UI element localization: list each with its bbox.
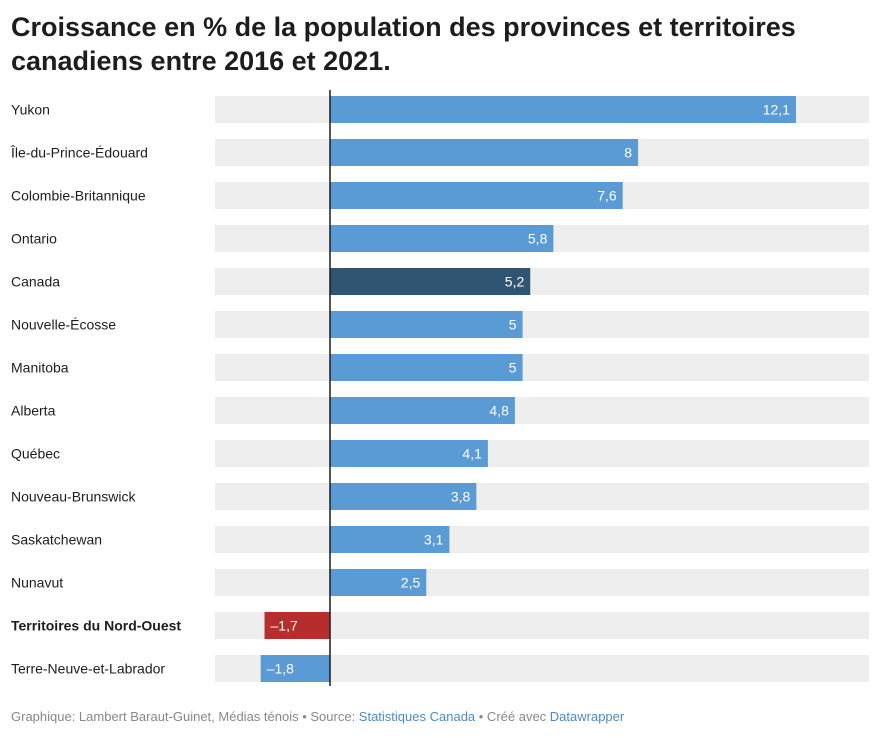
value-label: 3,1 — [424, 532, 444, 548]
value-label: 4,1 — [462, 446, 482, 462]
bar — [330, 268, 531, 295]
credit-text: Graphique: Lambert Baraut-Guinet, Médias… — [11, 709, 359, 724]
bar-track — [215, 440, 869, 467]
credit-separator: • Créé avec — [475, 709, 550, 724]
bar — [330, 526, 450, 553]
bar — [330, 483, 477, 510]
bar — [330, 311, 523, 338]
bar — [264, 612, 330, 639]
category-label: Canada — [11, 274, 60, 290]
value-label: 5,2 — [505, 274, 525, 290]
value-label: 5 — [509, 360, 517, 376]
bar-track — [215, 569, 869, 596]
value-label: 5,8 — [528, 231, 548, 247]
bar — [330, 397, 515, 424]
category-label: Manitoba — [11, 360, 69, 376]
chart-footer: Graphique: Lambert Baraut-Guinet, Médias… — [11, 709, 624, 724]
bar-track — [215, 397, 869, 424]
bar-track — [215, 311, 869, 338]
bar — [330, 182, 623, 209]
bar — [330, 440, 488, 467]
bar — [330, 96, 796, 123]
category-label: Nouveau-Brunswick — [11, 489, 136, 505]
category-label: Alberta — [11, 403, 56, 419]
chart-title: Croissance en % de la population des pro… — [11, 12, 796, 76]
value-label: 12,1 — [763, 102, 790, 118]
category-label: Ontario — [11, 231, 57, 247]
bar-track — [215, 483, 869, 510]
bar-track — [215, 354, 869, 381]
bar — [330, 139, 639, 166]
value-label: 2,5 — [401, 575, 421, 591]
category-label: Yukon — [11, 102, 50, 118]
category-label: Nunavut — [11, 575, 63, 591]
value-label: 8 — [624, 145, 632, 161]
datawrapper-link[interactable]: Datawrapper — [549, 709, 625, 724]
category-label: Territoires du Nord-Ouest — [11, 618, 181, 634]
value-label: –1,8 — [267, 661, 294, 677]
category-label: Nouvelle-Écosse — [11, 317, 116, 333]
value-label: 5 — [509, 317, 517, 333]
value-label: 4,8 — [489, 403, 509, 419]
category-label: Terre-Neuve-et-Labrador — [11, 661, 165, 677]
bar-track — [215, 268, 869, 295]
category-label: Île-du-Prince-Édouard — [10, 145, 148, 161]
source-link[interactable]: Statistiques Canada — [358, 709, 476, 724]
bar-track — [215, 526, 869, 553]
category-label: Québec — [11, 446, 60, 462]
bar — [330, 225, 554, 252]
category-label: Colombie-Britannique — [11, 188, 146, 204]
bar — [260, 655, 330, 682]
bar — [330, 569, 427, 596]
value-label: –1,7 — [271, 618, 298, 634]
category-label: Saskatchewan — [11, 532, 102, 548]
value-label: 7,6 — [597, 188, 617, 204]
bar — [330, 354, 523, 381]
value-label: 3,8 — [451, 489, 471, 505]
